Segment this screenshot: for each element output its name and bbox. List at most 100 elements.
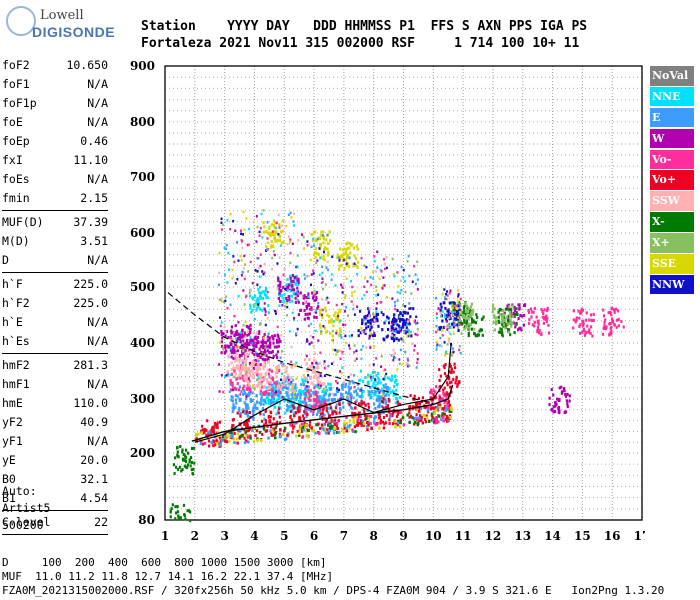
echo-point [381, 387, 384, 391]
echo-point [363, 422, 366, 426]
echo-point [275, 345, 279, 349]
echo-point [358, 394, 361, 398]
echo-point [268, 368, 271, 372]
echo-point [257, 382, 260, 386]
echo-point [252, 412, 255, 416]
echo-point [276, 350, 280, 354]
echo-point [289, 286, 292, 289]
param-value: N/A [87, 77, 108, 91]
echo-point [272, 355, 275, 359]
echo-point [311, 364, 314, 368]
echo-point [412, 319, 415, 323]
echo-point [500, 322, 504, 326]
echo-point [188, 458, 191, 462]
echo-point [300, 400, 304, 404]
echo-point [287, 400, 290, 404]
echo-point [216, 430, 220, 434]
echo-point [361, 419, 365, 423]
echo-point [457, 293, 460, 296]
echo-point [260, 291, 263, 295]
echo-point [327, 429, 331, 433]
echo-point [276, 390, 279, 394]
echo-point [342, 421, 346, 425]
echo-point [283, 437, 287, 441]
echo-point [232, 375, 235, 379]
echo-point [216, 442, 219, 446]
echo-point [184, 454, 187, 458]
echo-point [242, 339, 245, 343]
echo-point [393, 351, 396, 355]
echo-point [227, 345, 230, 349]
echo-point [293, 277, 296, 281]
echo-point [339, 310, 342, 314]
echo-point [538, 328, 541, 332]
echo-point [393, 392, 396, 396]
param-label: h`F2 [2, 296, 30, 310]
echo-point [501, 334, 504, 338]
echo-point [319, 326, 322, 330]
echo-point [256, 438, 259, 442]
echo-point [315, 397, 318, 401]
echo-point [174, 456, 177, 460]
echo-point [297, 292, 300, 296]
echo-point [244, 333, 247, 337]
echo-point [445, 414, 448, 418]
echo-point [262, 209, 265, 212]
echo-point [376, 388, 379, 392]
echo-point [311, 361, 314, 365]
echo-point [242, 392, 245, 396]
echo-point [586, 324, 589, 328]
echo-point [243, 440, 247, 444]
echo-point [289, 251, 292, 255]
echo-point [344, 323, 347, 327]
legend-item: E [650, 107, 694, 128]
echo-point [315, 316, 318, 320]
echo-point [537, 322, 540, 326]
echo-point [339, 333, 342, 337]
echo-point [186, 509, 189, 513]
param-value: N/A [87, 115, 108, 129]
echo-point [178, 465, 182, 469]
echo-point [491, 307, 495, 311]
echo-point [277, 335, 280, 339]
echo-point [296, 265, 299, 269]
echo-point [176, 510, 180, 514]
echo-point [232, 341, 235, 345]
echo-point [360, 387, 363, 391]
echo-point [572, 318, 575, 322]
echo-point [269, 234, 272, 238]
param-label: h`Es [2, 334, 30, 348]
echo-point [460, 322, 464, 326]
echo-point [400, 265, 403, 269]
series-point [283, 375, 287, 380]
echo-point [447, 326, 450, 329]
echo-point [257, 303, 260, 306]
echo-point [354, 389, 358, 393]
echo-point [279, 244, 282, 247]
echo-point [313, 352, 316, 355]
echo-point [303, 400, 306, 404]
echo-point [184, 458, 187, 462]
y-tick-label: 900 [130, 59, 155, 73]
echo-point [349, 373, 352, 376]
echo-point [248, 383, 251, 387]
series-point [178, 516, 182, 521]
echo-point [335, 411, 338, 415]
echo-point [387, 321, 391, 325]
echo-point [345, 242, 348, 246]
echo-point [234, 282, 237, 285]
echo-point [451, 306, 454, 309]
echo-point [172, 463, 176, 467]
echo-point [244, 378, 247, 382]
echo-point [273, 233, 276, 237]
echo-point [447, 309, 450, 313]
echo-point [326, 329, 329, 333]
echo-point [287, 295, 290, 299]
echo-point [233, 260, 236, 264]
echo-point [340, 336, 343, 339]
echo-point [328, 315, 331, 319]
param-row: C-level 22 [2, 513, 108, 532]
echo-point [258, 234, 261, 237]
echo-point [440, 315, 443, 318]
echo-point [199, 437, 202, 441]
